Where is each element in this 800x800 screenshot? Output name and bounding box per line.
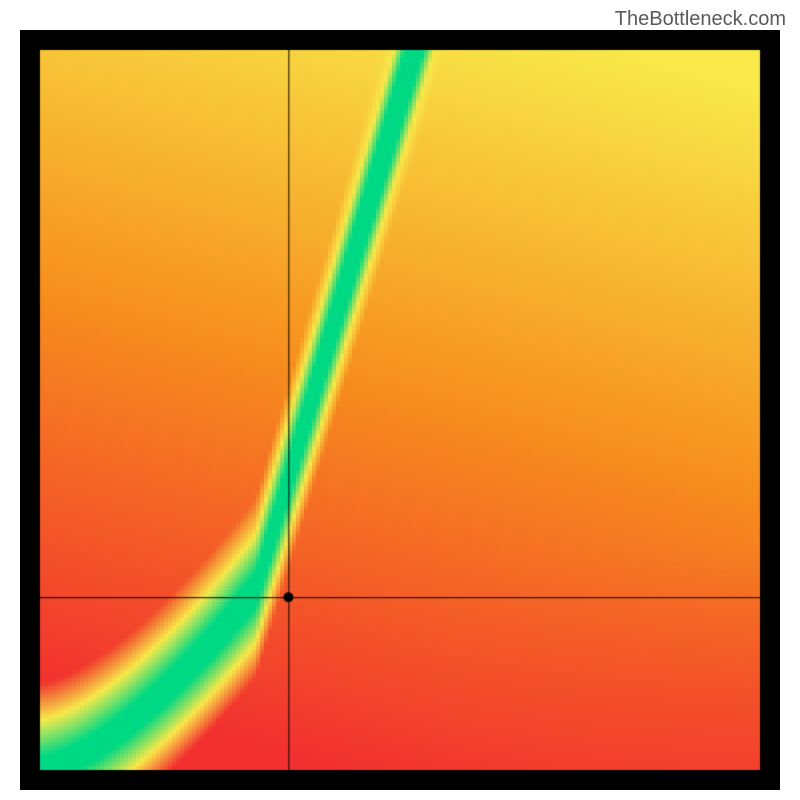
- heatmap-canvas: [20, 30, 780, 790]
- watermark-text: TheBottleneck.com: [615, 8, 786, 31]
- heatmap-plot: [20, 30, 780, 790]
